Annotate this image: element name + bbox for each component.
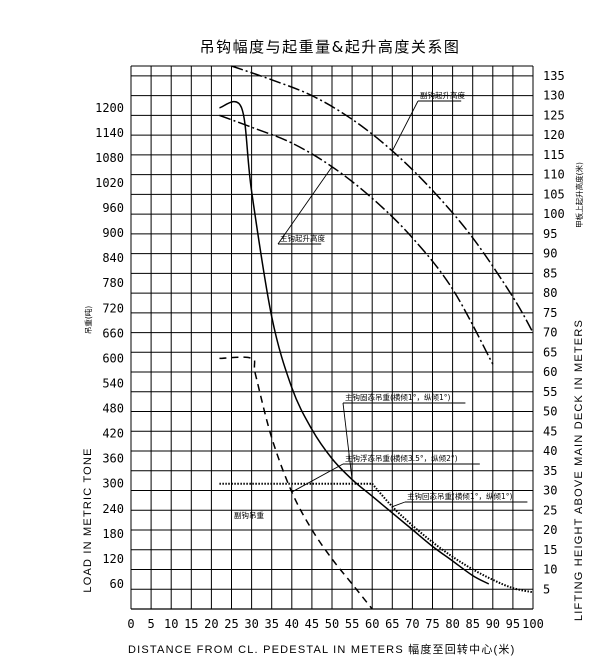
x-tick-label: 15	[184, 617, 198, 631]
y-right-tick-label: 95	[543, 227, 557, 241]
x-tick-label: 40	[285, 617, 299, 631]
y-right-tick-label: 5	[543, 582, 550, 596]
y-left-tick-label: 1200	[95, 101, 124, 115]
grid	[130, 65, 534, 610]
x-tick-label: 75	[425, 617, 439, 631]
y-right-tick-label: 105	[543, 187, 565, 201]
annotation-label: 主钩回态吊重(横倾1°，纵倾1°)	[407, 491, 512, 501]
y-right-axis-label-cn: 甲板上起升高度(米)	[574, 162, 584, 228]
y-right-tick-label: 55	[543, 385, 557, 399]
x-tick-label: 0	[127, 617, 134, 631]
x-tick-label: 35	[264, 617, 278, 631]
y-left-tick-label: 960	[102, 201, 124, 215]
x-tick-label: 30	[244, 617, 258, 631]
x-tick-label: 5	[147, 617, 154, 631]
series-0-line	[231, 65, 534, 333]
y-right-tick-label: 20	[543, 523, 557, 537]
x-tick-label: 50	[325, 617, 339, 631]
y-right-tick-label: 40	[543, 444, 557, 458]
y-left-tick-label: 720	[102, 301, 124, 315]
annotation-leader	[392, 501, 406, 508]
y-right-tick-label: 110	[543, 168, 565, 182]
y-right-tick-label: 90	[543, 247, 557, 261]
y-right-tick-label: 130	[543, 89, 565, 103]
y-right-tick-label: 100	[543, 207, 565, 221]
y-left-tick-label: 1080	[95, 151, 124, 165]
y-right-tick-label: 15	[543, 543, 557, 557]
y-left-tick-label: 1140	[95, 126, 124, 140]
annotation-label: 副钩吊重	[234, 510, 264, 520]
y-left-tick-label: 360	[102, 452, 124, 466]
x-tick-label: 100	[522, 617, 544, 631]
x-tick-label: 20	[204, 617, 218, 631]
x-tick-label: 45	[305, 617, 319, 631]
y-left-tick-label: 780	[102, 276, 124, 290]
y-left-tick-label: 840	[102, 251, 124, 265]
y-left-tick-label: 120	[102, 552, 124, 566]
chart-title: 吊钩幅度与起重量&起升高度关系图	[200, 38, 461, 56]
x-tick-label: 55	[345, 617, 359, 631]
y-right-tick-label: 10	[543, 563, 557, 577]
x-axis-label: DISTANCE FROM CL. PEDESTAL IN METERS 幅度至…	[128, 642, 515, 656]
y-left-axis-label: LOAD IN METRIC TONE	[82, 447, 94, 592]
x-tick-label: 25	[224, 617, 238, 631]
y-right-tick-label: 65	[543, 345, 557, 359]
y-right-tick-label: 75	[543, 306, 557, 320]
y-left-tick-label: 660	[102, 326, 124, 340]
y-left-tick-label: 180	[102, 527, 124, 541]
y-right-axis-label: LIFTING HEIGHT ABOVE MAIN DECK IN METERS	[573, 319, 585, 621]
y-right-tick-label: 125	[543, 108, 565, 122]
annotation-label: 主钩固态吊重(横倾1°，纵倾1°)	[345, 392, 450, 402]
series-1-line	[219, 114, 494, 365]
y-left-tick-label: 540	[102, 376, 124, 390]
y-left-tick-label: 600	[102, 351, 124, 365]
y-right-tick-label: 50	[543, 405, 557, 419]
y-left-axis-label-cn: 吊重(吨)	[83, 306, 93, 334]
y-left-tick-label: 900	[102, 226, 124, 240]
y-right-tick-label: 35	[543, 464, 557, 478]
annotation-label: 副钩起升高度	[420, 90, 465, 100]
y-left-tick-label: 420	[102, 427, 124, 441]
annotation-leader	[342, 402, 353, 480]
x-tick-label: 95	[506, 617, 520, 631]
y-right-tick-label: 80	[543, 286, 557, 300]
y-right-tick-label: 135	[543, 69, 565, 83]
x-tick-label: 85	[465, 617, 479, 631]
y-right-tick-label: 70	[543, 326, 557, 340]
y-right-tick-label: 85	[543, 266, 557, 280]
series-group	[219, 65, 534, 610]
x-tick-label: 70	[405, 617, 419, 631]
x-tick-label: 80	[445, 617, 459, 631]
annotation-leader	[391, 100, 419, 152]
annotation-leader	[291, 463, 344, 493]
annotation-label: 主钩浮态吊重(横倾3.5°，纵倾2°)	[345, 453, 458, 463]
series-2-line	[219, 100, 490, 585]
y-right-tick-label: 115	[543, 148, 565, 162]
y-left-tick-label: 480	[102, 402, 124, 416]
x-tick-label: 90	[486, 617, 500, 631]
y-right-tick-label: 30	[543, 484, 557, 498]
y-left-tick-label: 300	[102, 477, 124, 491]
x-tick-label: 60	[365, 617, 379, 631]
y-right-tick-label: 60	[543, 365, 557, 379]
x-tick-label: 65	[385, 617, 399, 631]
y-right-tick-label: 120	[543, 128, 565, 142]
series-5-line	[371, 483, 534, 594]
x-tick-label: 10	[164, 617, 178, 631]
y-left-tick-label: 240	[102, 502, 124, 516]
y-right-tick-label: 25	[543, 503, 557, 517]
tick-labels: 0 5 10 15 20 25 30 35 40 45 50 55 60 65 70 75 80 85 90 95 10…	[95, 69, 565, 631]
annotation-label: 主钩起升高度	[280, 233, 325, 243]
y-left-tick-label: 60	[110, 577, 124, 591]
y-right-tick-label: 45	[543, 424, 557, 438]
annotation-leader	[277, 166, 333, 245]
y-left-tick-label: 1020	[95, 176, 124, 190]
